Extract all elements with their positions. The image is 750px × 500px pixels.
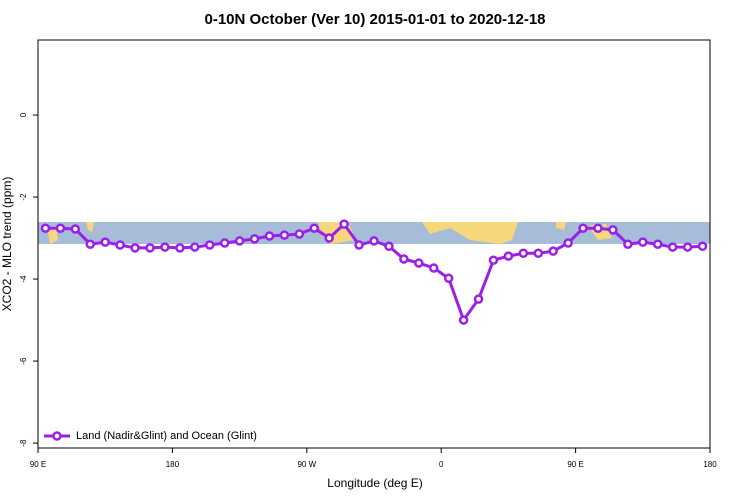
point bbox=[145, 243, 155, 253]
point bbox=[578, 223, 588, 233]
point bbox=[175, 243, 185, 253]
point bbox=[518, 248, 529, 258]
point bbox=[324, 233, 334, 243]
point bbox=[682, 242, 693, 252]
y-tick-label: 0 bbox=[19, 112, 28, 117]
point bbox=[623, 239, 633, 249]
point bbox=[264, 231, 275, 241]
x-tick-label: 180 bbox=[703, 460, 717, 469]
x-tick-label: 90 E bbox=[567, 460, 583, 469]
point bbox=[533, 248, 544, 258]
point bbox=[219, 238, 230, 248]
point bbox=[70, 224, 81, 234]
x-tick-label: 180 bbox=[166, 460, 180, 469]
point bbox=[55, 223, 66, 233]
point bbox=[204, 240, 215, 250]
point bbox=[234, 236, 245, 246]
point bbox=[473, 294, 484, 304]
point bbox=[309, 223, 320, 233]
point bbox=[697, 241, 708, 252]
legend-label: Land (Nadir&Glint) and Ocean (Glint) bbox=[76, 430, 257, 442]
point bbox=[339, 219, 349, 229]
point bbox=[100, 237, 110, 247]
point bbox=[414, 258, 424, 268]
point bbox=[652, 239, 663, 249]
y-tick-label: -8 bbox=[19, 439, 28, 447]
y-tick-label: -4 bbox=[19, 275, 28, 283]
point bbox=[548, 246, 558, 256]
x-tick-label: 0 bbox=[439, 460, 444, 469]
x-axis-label: Longitude (deg E) bbox=[327, 476, 422, 490]
y-axis-label: XCO2 - MLO trend (ppm) bbox=[0, 177, 14, 312]
point bbox=[667, 242, 678, 252]
point bbox=[294, 229, 305, 239]
point bbox=[638, 237, 648, 247]
y-tick-label: -2 bbox=[19, 193, 28, 201]
y-tick-label: -6 bbox=[19, 357, 28, 365]
point bbox=[369, 236, 379, 246]
point bbox=[563, 238, 573, 248]
point bbox=[443, 273, 454, 283]
point bbox=[279, 230, 290, 240]
legend: Land (Nadir&Glint) and Ocean (Glint) bbox=[44, 430, 257, 442]
x-tick-label: 90 E bbox=[30, 460, 46, 469]
point bbox=[593, 223, 603, 233]
point bbox=[458, 315, 469, 325]
chart-title: 0-10N October (Ver 10) 2015-01-01 to 202… bbox=[204, 11, 545, 28]
x-tick-label: 90 W bbox=[297, 460, 316, 469]
point bbox=[160, 242, 170, 252]
point bbox=[488, 255, 499, 265]
legend-marker bbox=[52, 431, 62, 441]
plot-frame bbox=[37, 39, 711, 449]
point bbox=[354, 240, 364, 250]
point bbox=[428, 263, 439, 273]
point bbox=[130, 243, 140, 253]
point bbox=[190, 242, 200, 252]
point bbox=[608, 225, 618, 235]
point bbox=[503, 251, 514, 261]
point bbox=[384, 241, 394, 252]
point bbox=[249, 234, 260, 244]
point bbox=[115, 240, 125, 250]
point bbox=[399, 254, 409, 264]
point bbox=[85, 239, 96, 249]
point bbox=[40, 223, 51, 233]
